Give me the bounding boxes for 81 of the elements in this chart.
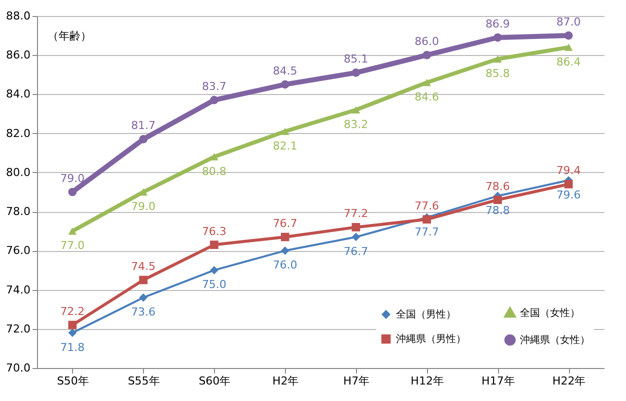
data-label: 86.9 xyxy=(485,18,510,31)
y-tick-label: 84.0 xyxy=(6,88,30,101)
data-label: 86.0 xyxy=(414,35,440,48)
data-label: 78.8 xyxy=(485,204,510,217)
y-tick-label: 78.0 xyxy=(6,205,30,218)
data-label: 81.7 xyxy=(131,119,156,132)
point xyxy=(139,135,148,144)
data-label: 82.1 xyxy=(272,139,298,152)
point xyxy=(494,196,502,204)
data-label: 76.7 xyxy=(272,216,298,230)
data-label: 75.0 xyxy=(202,278,226,292)
x-tick-label: S60年 xyxy=(198,374,231,388)
data-label: 71.8 xyxy=(60,340,85,354)
data-label: 77.0 xyxy=(60,239,85,252)
point xyxy=(280,128,290,135)
data-label: 76.7 xyxy=(344,244,368,258)
point xyxy=(352,106,360,114)
data-label: 84.6 xyxy=(414,90,440,104)
x-tick-label: H2年 xyxy=(272,374,299,388)
point xyxy=(139,293,148,302)
point xyxy=(280,246,290,255)
legend-label: 全国（男性） xyxy=(396,308,456,320)
point xyxy=(68,227,77,235)
data-label: 85.1 xyxy=(344,52,368,66)
legend-label: 沖縄県（女性） xyxy=(520,334,590,346)
point xyxy=(139,276,148,284)
x-tick-label: H7年 xyxy=(343,374,370,388)
data-label: 83.2 xyxy=(344,118,368,131)
point xyxy=(564,31,573,40)
point xyxy=(352,68,360,77)
point xyxy=(68,188,77,196)
data-label: 76.0 xyxy=(272,258,298,272)
data-label: 79.0 xyxy=(60,172,85,185)
point xyxy=(210,266,218,274)
data-label: 80.8 xyxy=(202,164,226,178)
point xyxy=(352,223,360,232)
y-tick-label: 70.0 xyxy=(6,362,30,374)
point xyxy=(564,44,573,51)
data-label: 73.6 xyxy=(131,306,156,319)
x-tick-label: H17年 xyxy=(482,374,515,388)
y-tick-label: 76.0 xyxy=(6,244,30,258)
point xyxy=(564,180,573,188)
y-tick-label: 82.0 xyxy=(6,126,30,140)
data-label: 77.7 xyxy=(414,225,440,238)
data-label: 85.8 xyxy=(485,67,510,80)
y-tick-label: 74.0 xyxy=(6,283,30,296)
data-label: 79.4 xyxy=(556,164,581,178)
point xyxy=(280,232,290,242)
data-label: 77.2 xyxy=(344,207,368,220)
point xyxy=(210,240,218,249)
point xyxy=(68,328,77,337)
data-label: 74.5 xyxy=(131,260,156,273)
data-label: 79.6 xyxy=(556,188,581,202)
point xyxy=(210,96,218,104)
point xyxy=(422,50,431,60)
data-label: 83.7 xyxy=(202,80,226,94)
point xyxy=(494,55,502,63)
data-label: 78.6 xyxy=(485,180,510,193)
y-tick-label: 72.0 xyxy=(6,322,30,336)
point xyxy=(352,232,360,242)
y-axis-title: （年齢） xyxy=(48,30,92,42)
point xyxy=(494,33,502,42)
x-tick-label: H12年 xyxy=(410,374,444,388)
legend-label: 全国（女性） xyxy=(520,306,580,319)
legend-label: 沖縄県（男性） xyxy=(396,333,466,345)
data-label: 77.6 xyxy=(414,199,440,212)
point xyxy=(422,78,431,86)
point xyxy=(280,80,290,89)
point xyxy=(68,320,77,330)
data-label: 87.0 xyxy=(556,16,581,29)
data-label: 84.5 xyxy=(272,64,298,78)
data-label: 79.0 xyxy=(131,200,156,213)
data-label: 72.2 xyxy=(60,304,85,318)
y-tick-label: 88.0 xyxy=(6,10,30,22)
x-tick-label: S50年 xyxy=(56,374,89,388)
y-tick-label: 80.0 xyxy=(6,166,30,179)
data-label: 86.4 xyxy=(556,55,581,68)
y-tick-label: 86.0 xyxy=(6,48,30,62)
x-tick-label: S55年 xyxy=(128,374,160,388)
x-tick-label: H22年 xyxy=(552,374,586,388)
data-label: 76.3 xyxy=(202,224,226,238)
